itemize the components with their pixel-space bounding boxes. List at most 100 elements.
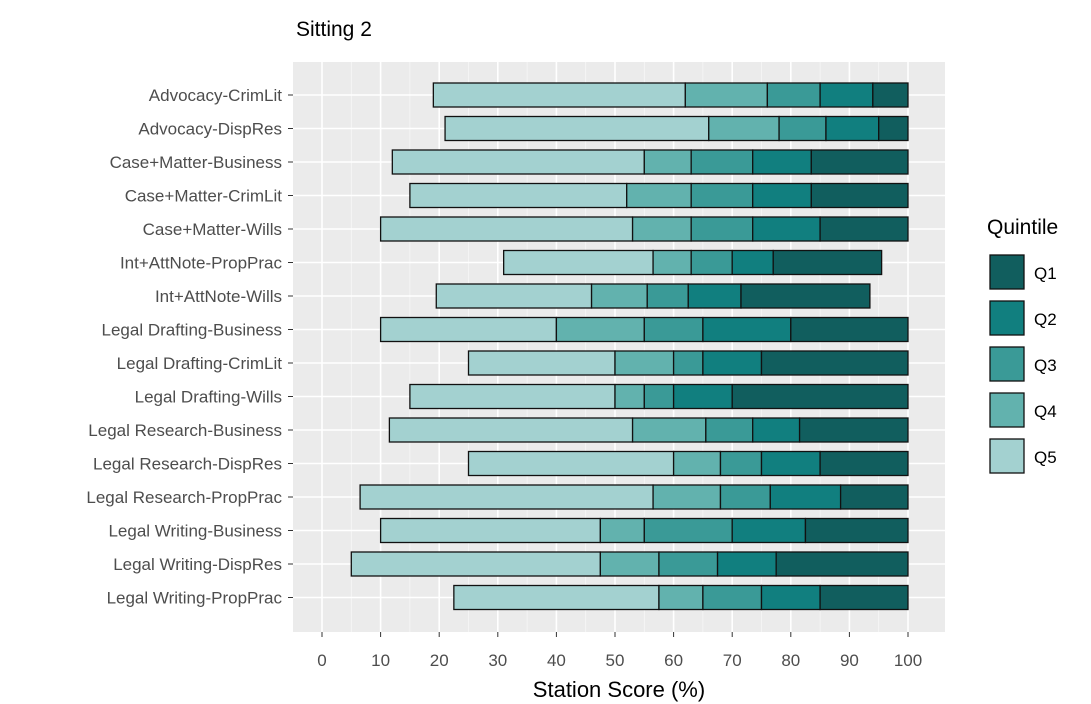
bar-segment-q3 <box>690 249 733 276</box>
bar-segment-q4 <box>658 584 704 611</box>
bar-segment-q5 <box>379 517 602 544</box>
bar-segment-q1 <box>810 149 909 175</box>
bar-segment-q2 <box>819 82 874 108</box>
bar-segment-q5 <box>432 82 686 108</box>
bar-segment-q3 <box>705 417 754 443</box>
bar-segment-q5 <box>444 115 710 142</box>
bar-segment-q1 <box>775 551 909 577</box>
bar-segment-q5 <box>391 149 645 175</box>
x-axis-title: Station Score (%) <box>533 677 705 702</box>
bar-segment-q5 <box>409 383 616 410</box>
chart-title: Sitting 2 <box>296 18 372 41</box>
bar-segment-q4 <box>652 484 722 510</box>
legend-swatch-q1 <box>989 254 1025 290</box>
x-tick-labels: 0 10 20 30 40 50 60 70 80 90 100 <box>317 632 922 670</box>
bar-segment-q3 <box>643 383 675 410</box>
bar-segment-q5 <box>359 484 654 510</box>
bar-segment-q4 <box>599 517 645 544</box>
bar-segment-q2 <box>752 216 821 242</box>
bar-segment-q1 <box>804 517 909 544</box>
bar-segment-q4 <box>684 82 769 108</box>
bar-segment-q4 <box>614 383 645 410</box>
y-tick-label: Case+Matter-Business <box>110 153 282 172</box>
bar-segment-q4 <box>631 417 707 443</box>
y-tick-label: Legal Drafting-Wills <box>135 388 282 407</box>
bar-segment-q1 <box>839 484 909 510</box>
bar-segment-q5 <box>379 216 634 242</box>
x-tick-label: 80 <box>781 651 800 670</box>
bar-segment-q1 <box>760 350 909 376</box>
bar-segment-q1 <box>878 115 909 142</box>
bar-segment-q5 <box>379 316 558 343</box>
bar-segment-q3 <box>778 115 827 142</box>
bar-segment-q1 <box>731 383 909 410</box>
bar-segment-q2 <box>825 115 880 142</box>
bar-segment-q2 <box>760 584 821 611</box>
bar-segment-q4 <box>626 182 692 209</box>
legend-title: Quintile <box>987 216 1058 239</box>
bar-segment-q4 <box>631 216 692 242</box>
bar-segment-q5 <box>435 283 593 309</box>
y-tick-label: Legal Writing-PropPrac <box>107 589 283 608</box>
bar-segment-q1 <box>819 450 909 477</box>
legend-label: Q2 <box>1034 310 1057 329</box>
bar-segment-q3 <box>702 584 763 611</box>
legend-swatch-q3 <box>989 346 1025 382</box>
bar-segment-q3 <box>690 182 754 209</box>
y-tick-label: Advocacy-CrimLit <box>149 86 282 105</box>
y-tick-label: Legal Writing-Business <box>108 522 282 541</box>
bar-segment-q1 <box>819 584 909 611</box>
y-tick-label: Legal Writing-DispRes <box>113 555 282 574</box>
bars <box>350 82 909 611</box>
bar-segment-q2 <box>731 249 774 276</box>
bar-segment-q4 <box>708 115 780 142</box>
y-tick-label: Advocacy-DispRes <box>138 120 282 139</box>
bar-segment-q2 <box>769 484 842 510</box>
bar-segment-q2 <box>672 383 733 410</box>
y-tick-label: Legal Drafting-CrimLit <box>117 354 283 373</box>
bar-segment-q3 <box>646 283 689 309</box>
bar-segment-q2 <box>760 450 821 477</box>
bar-segment-q2 <box>702 350 763 376</box>
legend-label: Q4 <box>1034 402 1057 421</box>
bar-segment-q4 <box>614 350 675 376</box>
bar-segment-q2 <box>731 517 807 544</box>
bar-segment-q3 <box>719 450 763 477</box>
bar-segment-q1 <box>790 316 909 343</box>
y-tick-label: Int+AttNote-Wills <box>155 287 282 306</box>
bar-segment-q1 <box>819 216 909 242</box>
bar-segment-q3 <box>672 350 704 376</box>
bar-segment-q1 <box>872 82 909 108</box>
bar-segment-q4 <box>590 283 648 309</box>
legend-swatch-q5 <box>989 438 1025 474</box>
y-tick-label: Int+AttNote-PropPrac <box>120 254 283 273</box>
legend-label: Q3 <box>1034 356 1057 375</box>
y-tick-label: Legal Drafting-Business <box>102 321 282 340</box>
bar-segment-q3 <box>766 82 821 108</box>
x-tick-label: 100 <box>894 651 922 670</box>
bar-segment-q1 <box>772 249 883 276</box>
y-tick-label: Legal Research-DispRes <box>93 455 282 474</box>
bar-segment-q5 <box>453 584 660 611</box>
bar-segment-q3 <box>690 216 754 242</box>
legend-label: Q5 <box>1034 448 1057 467</box>
bar-segment-q4 <box>599 551 660 577</box>
bar-segment-q5 <box>350 551 601 577</box>
bar-segment-q3 <box>719 484 771 510</box>
legend-swatch-q4 <box>989 392 1025 428</box>
bar-segment-q3 <box>690 149 754 175</box>
y-tick-label: Case+Matter-Wills <box>143 220 282 239</box>
legend: Q1 Q2 Q3 Q4 Q5 <box>989 254 1057 474</box>
bar-segment-q1 <box>740 283 871 309</box>
x-tick-label: 20 <box>430 651 449 670</box>
bar-segment-q3 <box>643 517 733 544</box>
x-tick-label: 10 <box>371 651 390 670</box>
bar-segment-q3 <box>658 551 719 577</box>
x-tick-label: 30 <box>488 651 507 670</box>
plot-panel <box>293 62 945 632</box>
x-tick-label: 50 <box>606 651 625 670</box>
y-tick-labels: Advocacy-CrimLit Advocacy-DispRes Case+Mat… <box>86 86 293 608</box>
bar-segment-q2 <box>752 182 812 209</box>
x-tick-label: 60 <box>664 651 683 670</box>
